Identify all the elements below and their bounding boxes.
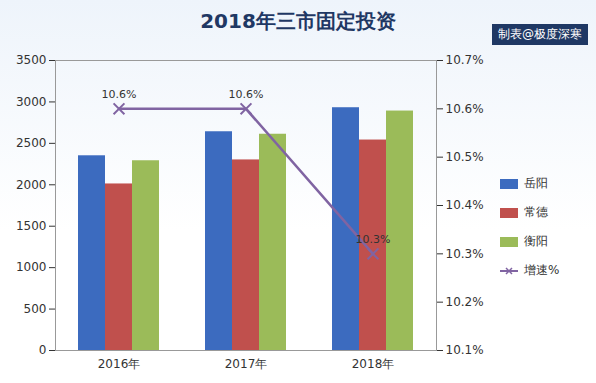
svg-text:10.3%: 10.3% xyxy=(356,233,391,246)
svg-text:0: 0 xyxy=(39,343,47,357)
html-text:2018年三市固定投资: 2018年三市固定投资 xyxy=(200,9,396,33)
svg-text:3500: 3500 xyxy=(16,53,47,67)
svg-text:2016年: 2016年 xyxy=(98,357,141,371)
html-text:增速%: 增速% xyxy=(524,263,560,277)
svg-text:2017年: 2017年 xyxy=(225,357,268,371)
svg-text:10.1%: 10.1% xyxy=(446,343,484,357)
svg-text:10.2%: 10.2% xyxy=(446,295,484,309)
html-text:制表@极度深寒: 制表@极度深寒 xyxy=(498,27,582,41)
svg-text:3000: 3000 xyxy=(16,95,47,109)
html-text:岳阳: 岳阳 xyxy=(524,176,548,190)
svg-text:2000: 2000 xyxy=(16,178,47,192)
svg-text:1500: 1500 xyxy=(16,219,47,233)
svg-text:10.6%: 10.6% xyxy=(229,88,264,101)
svg-text:10.6%: 10.6% xyxy=(102,88,137,101)
svg-text:500: 500 xyxy=(24,302,47,316)
svg-text:2018年: 2018年 xyxy=(352,357,395,371)
svg-text:10.6%: 10.6% xyxy=(446,102,484,116)
svg-text:10.7%: 10.7% xyxy=(446,53,484,67)
svg-text:10.3%: 10.3% xyxy=(446,247,484,261)
html-text:衡阳: 衡阳 xyxy=(524,234,548,248)
svg-text:1000: 1000 xyxy=(16,260,47,274)
svg-text:2500: 2500 xyxy=(16,136,47,150)
svg-text:10.4%: 10.4% xyxy=(446,198,484,212)
svg-text:10.5%: 10.5% xyxy=(446,150,484,164)
html-text:常德: 常德 xyxy=(524,205,548,219)
